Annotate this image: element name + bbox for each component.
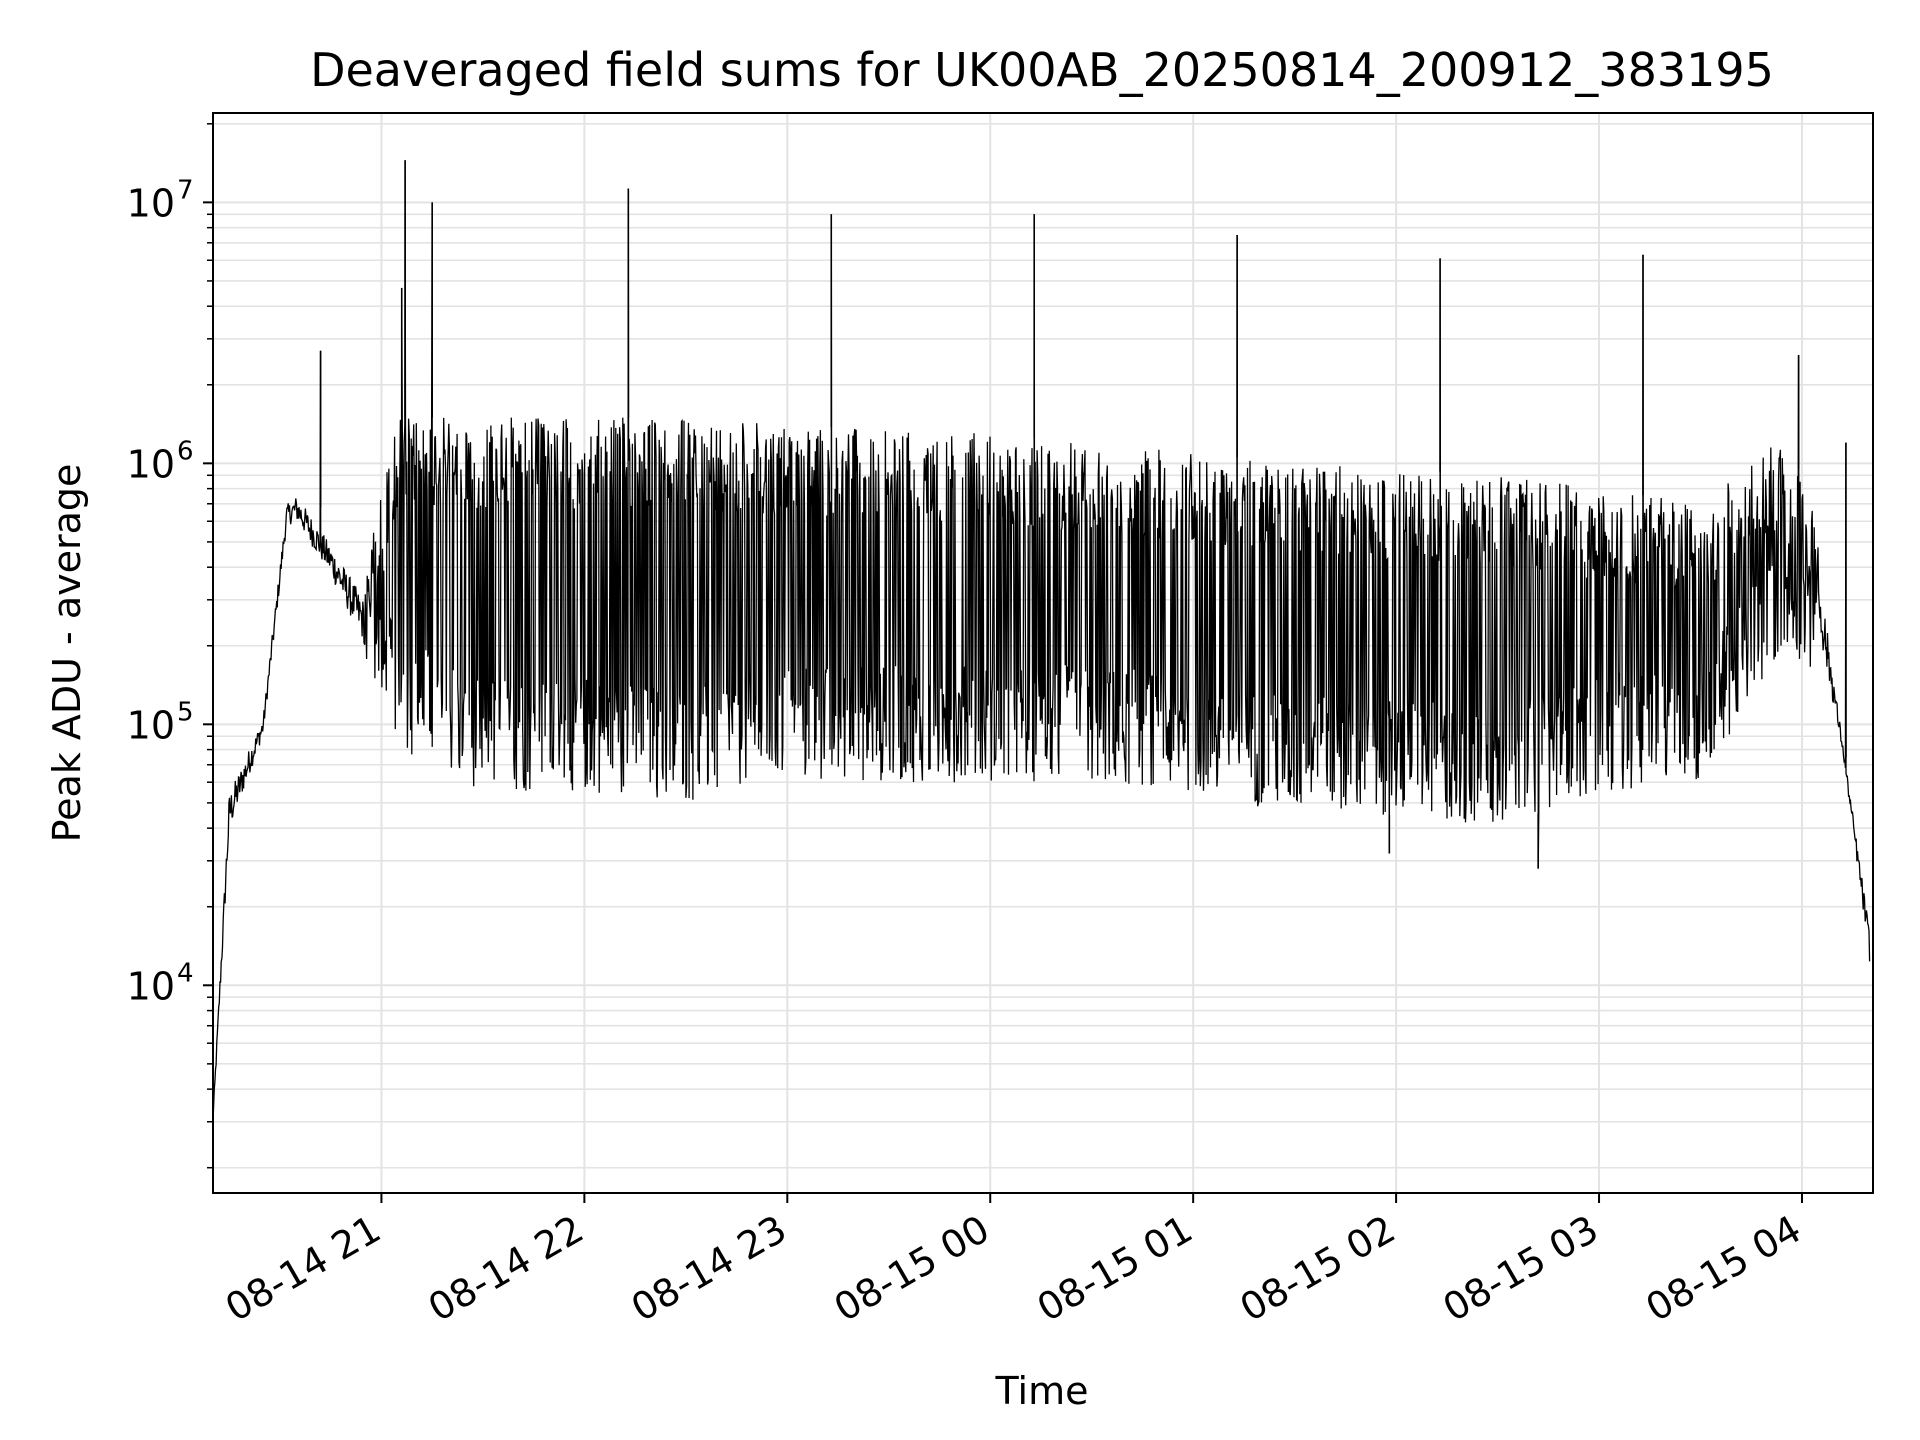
plot-frame bbox=[212, 112, 1874, 1194]
y-tick-exponent: 5 bbox=[177, 697, 194, 727]
y-tick-exponent: 7 bbox=[177, 175, 194, 205]
chart-title: Deaveraged field sums for UK00AB_2025081… bbox=[310, 43, 1774, 97]
y-axis-label: Peak ADU - average bbox=[45, 464, 89, 843]
x-axis-label: Time bbox=[995, 1369, 1089, 1413]
y-tick-label: 10 bbox=[127, 964, 175, 1008]
y-tick-label: 10 bbox=[127, 181, 175, 225]
y-tick-exponent: 6 bbox=[177, 436, 194, 466]
series-line bbox=[212, 160, 1871, 1131]
y-tick-label: 10 bbox=[127, 442, 175, 486]
data-layer bbox=[212, 160, 1871, 1131]
y-tick-exponent: 4 bbox=[177, 958, 194, 988]
y-tick-label: 10 bbox=[127, 703, 175, 747]
